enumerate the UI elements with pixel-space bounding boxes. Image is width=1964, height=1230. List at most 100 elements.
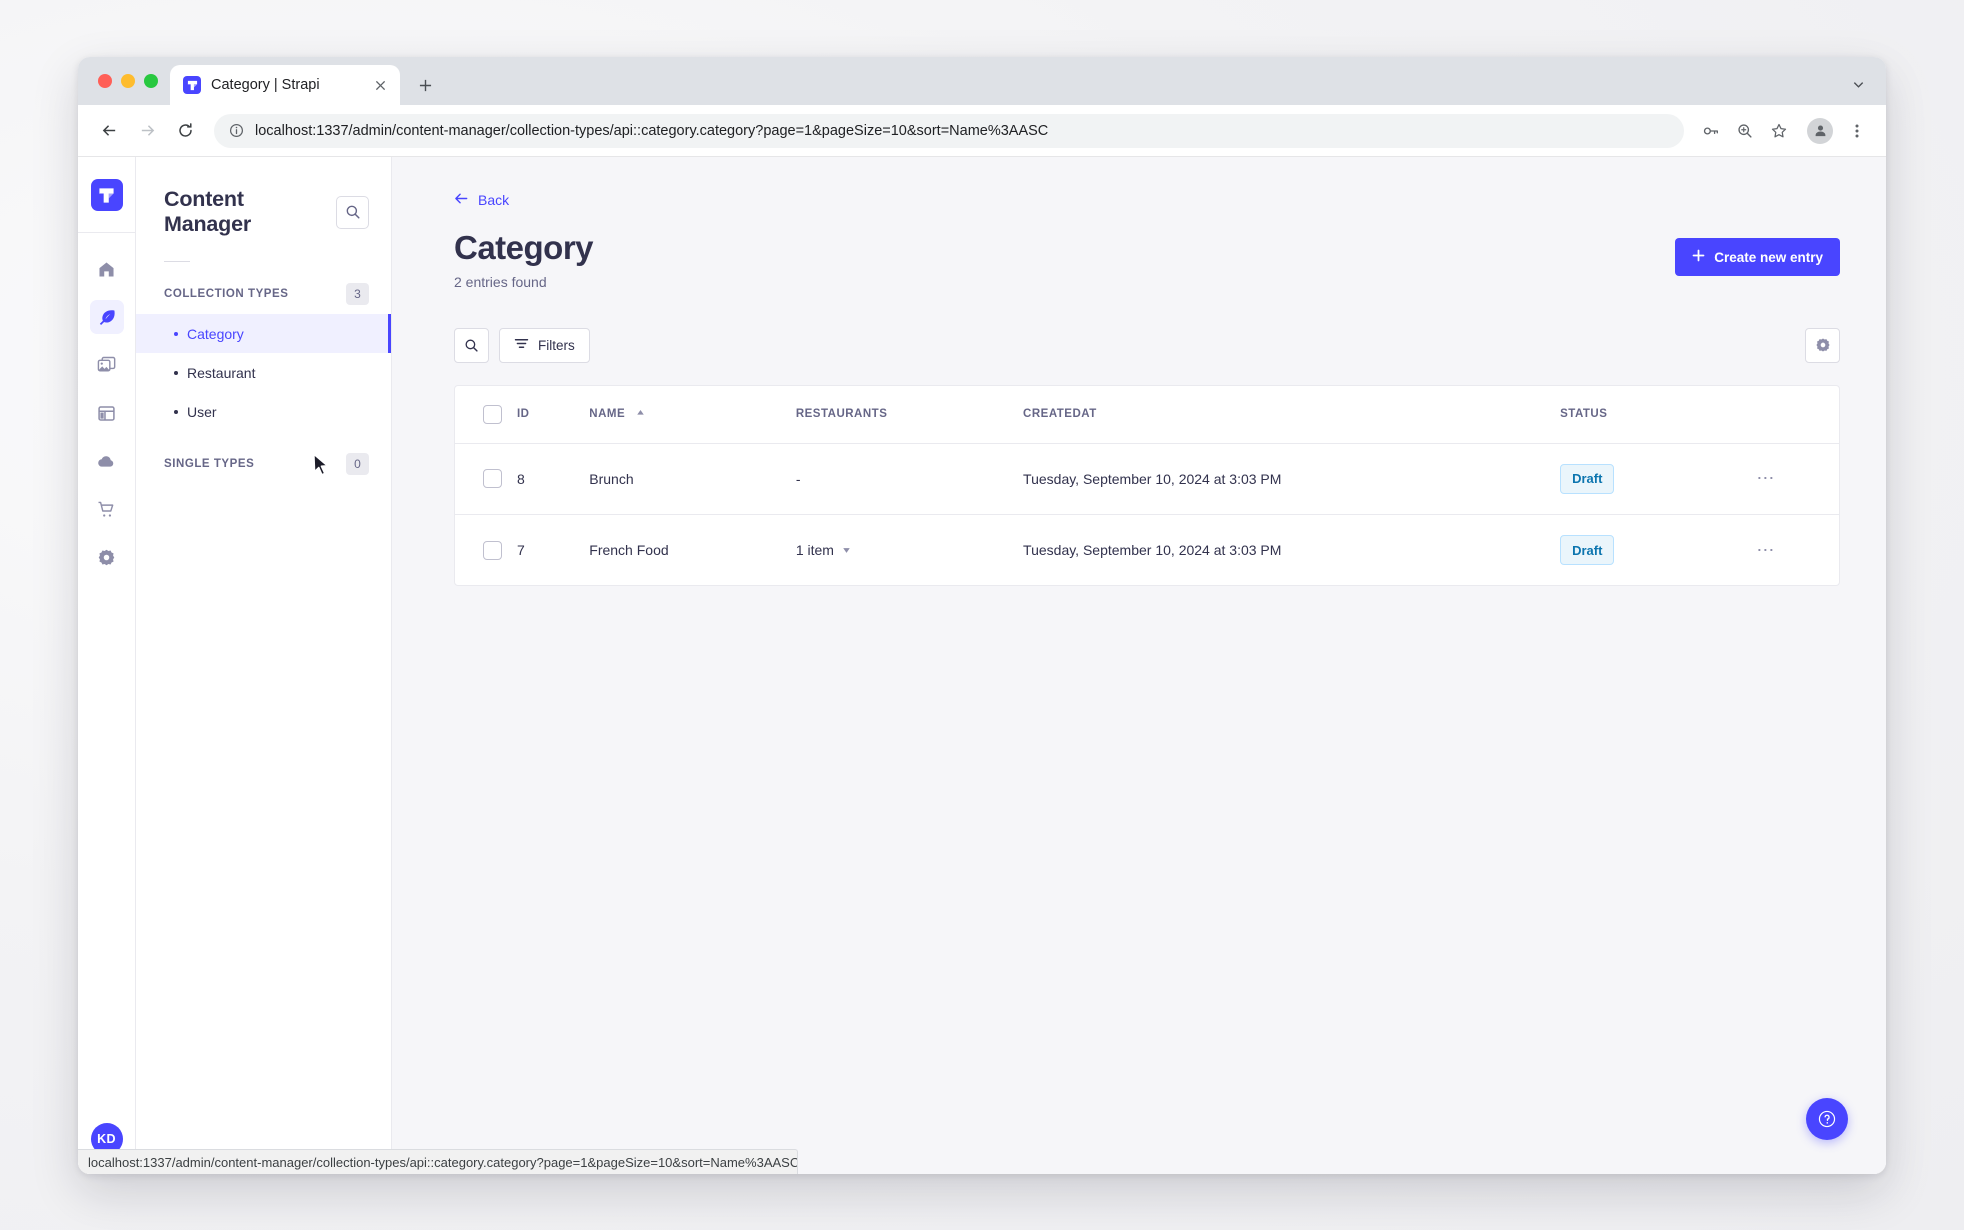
column-header-createdat[interactable]: CREATEDAT <box>1023 385 1561 444</box>
create-new-entry-button[interactable]: Create new entry <box>1675 238 1840 276</box>
entries-table-card: ID NAME RESTAURANTS CREATEDAT STATUS <box>454 384 1840 587</box>
strapi-logo-icon[interactable] <box>90 179 123 211</box>
page-title: Category <box>454 229 594 266</box>
status-badge: Draft <box>1560 535 1615 566</box>
shopping-cart-icon[interactable] <box>90 492 124 526</box>
cell-actions: ⋯ <box>1756 443 1839 515</box>
select-all-header <box>455 385 517 444</box>
row-select-cell <box>455 443 517 515</box>
section-label-single-types: SINGLE TYPES <box>164 458 255 470</box>
relation-toggle[interactable]: 1 item <box>796 542 851 558</box>
create-new-entry-label: Create new entry <box>1714 249 1823 265</box>
url-text: localhost:1337/admin/content-manager/col… <box>255 122 1049 139</box>
column-header-id[interactable]: ID <box>516 385 590 444</box>
cell-actions: ⋯ <box>1756 514 1839 585</box>
browser-status-bar: localhost:1337/admin/content-manager/col… <box>78 1149 798 1174</box>
collection-types-list: Category Restaurant User <box>136 314 391 431</box>
cell-restaurants: - <box>795 443 1024 515</box>
single-types-count: 0 <box>346 453 369 475</box>
strapi-logo-icon <box>183 76 201 94</box>
address-bar[interactable]: localhost:1337/admin/content-manager/col… <box>214 113 1684 148</box>
arrow-right-icon[interactable] <box>130 114 164 148</box>
table-row[interactable]: 8 Brunch - Tuesday, September 10, 2024 a… <box>455 443 1839 515</box>
three-dot-menu-icon[interactable] <box>1842 116 1872 146</box>
chevron-down-icon[interactable] <box>1844 70 1872 98</box>
back-link[interactable]: Back <box>454 191 509 209</box>
column-header-actions <box>1756 385 1839 444</box>
password-key-icon[interactable] <box>1696 116 1726 146</box>
cell-status: Draft <box>1560 443 1757 515</box>
table-row[interactable]: 7 French Food 1 item <box>455 514 1839 585</box>
column-header-name[interactable]: NAME <box>589 385 796 444</box>
cell-createdat: Tuesday, September 10, 2024 at 3:03 PM <box>1023 443 1561 515</box>
three-dot-horizontal-icon[interactable]: ⋯ <box>1756 539 1776 560</box>
section-label-collection-types: COLLECTION TYPES <box>164 288 289 300</box>
table-header-row: ID NAME RESTAURANTS CREATEDAT STATUS <box>455 385 1839 444</box>
close-icon[interactable] <box>370 75 390 95</box>
back-label: Back <box>478 192 510 208</box>
status-badge: Draft <box>1560 463 1615 494</box>
maximize-window-button[interactable] <box>144 74 158 88</box>
question-circle-icon <box>1818 1110 1836 1128</box>
rail-divider <box>78 232 135 233</box>
browser-tab[interactable]: Category | Strapi <box>170 65 400 105</box>
column-header-name-label: NAME <box>589 408 626 421</box>
relation-count-label: 1 item <box>795 542 834 559</box>
search-icon[interactable] <box>336 195 369 229</box>
bullet-icon <box>174 331 178 336</box>
sidebar-divider <box>164 261 190 262</box>
sidebar-item-category[interactable]: Category <box>136 314 391 353</box>
content-manager-sidebar: Content Manager COLLECTION TYPES 3 <box>136 157 392 1174</box>
image-stack-icon[interactable] <box>90 348 124 382</box>
chevron-down-icon <box>842 542 851 558</box>
home-icon[interactable] <box>90 252 124 286</box>
browser-tab-strip: Category | Strapi <box>78 57 1886 105</box>
sidebar-item-label: Restaurant <box>187 364 256 381</box>
primary-icon-rail: KD <box>78 157 136 1174</box>
zoom-search-icon[interactable] <box>1730 116 1760 146</box>
entries-table: ID NAME RESTAURANTS CREATEDAT STATUS <box>455 385 1839 586</box>
select-all-checkbox[interactable] <box>483 404 502 424</box>
browser-toolbar: localhost:1337/admin/content-manager/col… <box>78 105 1886 157</box>
cell-id: 7 <box>516 542 525 559</box>
arrow-left-icon <box>454 191 469 209</box>
three-dot-horizontal-icon[interactable]: ⋯ <box>1756 468 1776 489</box>
main-content: Back Category 2 entries found Create new… <box>392 157 1886 1174</box>
row-checkbox[interactable] <box>483 469 502 489</box>
window-controls <box>90 57 170 105</box>
table-header: ID NAME RESTAURANTS CREATEDAT STATUS <box>455 385 1839 444</box>
filters-label: Filters <box>538 337 575 353</box>
browser-window: Category | Strapi <box>78 57 1886 1174</box>
feather-quill-icon[interactable] <box>89 300 124 334</box>
row-select-cell <box>455 514 517 585</box>
filter-icon <box>514 336 529 354</box>
minimize-window-button[interactable] <box>121 74 135 88</box>
gear-icon[interactable] <box>90 540 124 574</box>
sidebar-title: Content Manager <box>164 187 252 236</box>
column-header-restaurants[interactable]: RESTAURANTS <box>795 385 1024 444</box>
cloud-icon[interactable] <box>90 444 124 478</box>
column-header-status[interactable]: STATUS <box>1560 385 1757 444</box>
info-circle-icon[interactable] <box>228 122 245 139</box>
cell-name: French Food <box>589 542 669 559</box>
table-settings-gear-icon[interactable] <box>1805 327 1840 363</box>
reload-icon[interactable] <box>168 114 202 148</box>
row-checkbox[interactable] <box>483 540 502 560</box>
search-input[interactable] <box>454 327 489 363</box>
arrow-left-icon[interactable] <box>92 114 126 148</box>
close-window-button[interactable] <box>98 74 112 88</box>
cell-restaurants: 1 item <box>796 514 1023 585</box>
plus-icon <box>1692 249 1705 265</box>
cell-name: Brunch <box>589 443 796 515</box>
table-body: 8 Brunch - Tuesday, September 10, 2024 a… <box>455 443 1839 585</box>
filters-button[interactable]: Filters <box>499 327 590 363</box>
new-tab-button[interactable] <box>410 70 440 100</box>
bookmark-star-icon[interactable] <box>1764 116 1794 146</box>
sidebar-item-restaurant[interactable]: Restaurant <box>136 353 391 392</box>
sidebar-item-user[interactable]: User <box>136 392 391 431</box>
help-button[interactable] <box>1806 1098 1848 1140</box>
entries-count-text: 2 entries found <box>454 273 547 290</box>
layout-panel-icon[interactable] <box>90 396 124 430</box>
profile-avatar-icon[interactable] <box>1807 117 1833 144</box>
